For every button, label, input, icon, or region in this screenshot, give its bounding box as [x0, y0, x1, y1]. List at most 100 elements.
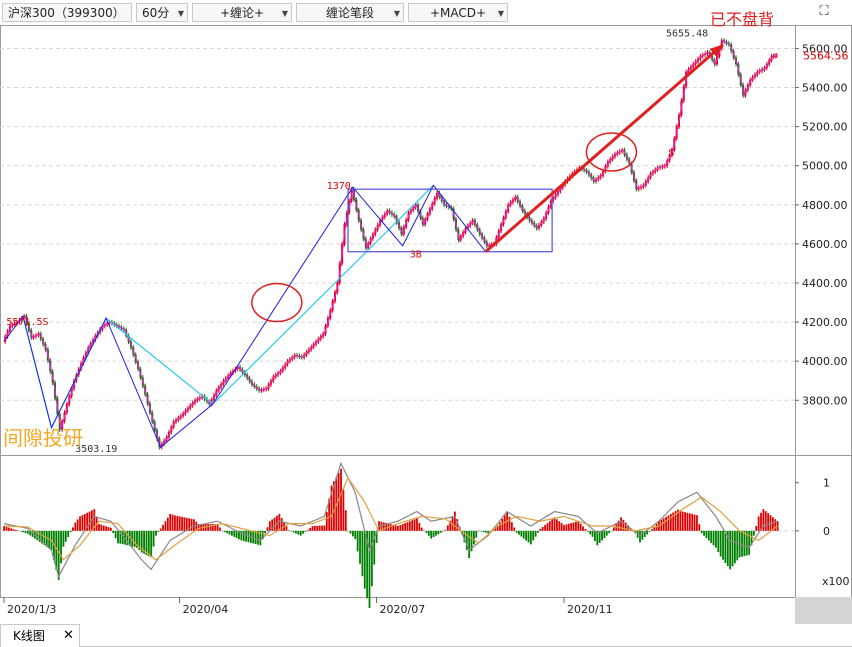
macd-histogram-bar [233, 530, 236, 537]
macd-histogram-bar [548, 521, 551, 531]
macd-histogram-bar [62, 530, 65, 547]
macd-histogram-bar [240, 530, 243, 541]
macd-histogram-bar [541, 526, 544, 531]
macd-histogram-bar [442, 530, 444, 532]
macd-histogram-bar [529, 530, 532, 545]
macd-histogram-bar [366, 530, 369, 599]
macd-histogram-bar [36, 530, 39, 541]
macd-histogram-bar [499, 522, 501, 531]
kline-chart[interactable]: 3800.00 4000.00 4200.00 4400.00 4600.00 4800.… [0, 0, 852, 624]
macd-histogram-bar [150, 530, 153, 558]
pivot-box [347, 188, 553, 253]
macd-histogram-bar [696, 515, 698, 531]
macd-histogram-bar [285, 526, 288, 531]
macd-histogram-bar [736, 530, 739, 561]
macd-histogram-bar [693, 514, 696, 531]
annotation-title: 已不盘背 [710, 10, 775, 29]
macd-histogram-bar [164, 521, 167, 531]
macd-histogram-bar [10, 528, 13, 531]
macd-histogram-bar [411, 520, 414, 531]
highlight-circle [585, 132, 638, 172]
price-tick-label: 5000.00 [802, 160, 848, 173]
macd-histogram-bar [207, 524, 210, 531]
macd-histogram-bar [672, 512, 675, 531]
macd-histogram-bar [468, 530, 471, 559]
macd-histogram-bar [98, 523, 100, 531]
segment-stroke [22, 184, 434, 430]
macd-histogram-bar [304, 530, 307, 532]
bi-segment-label: 缠论笔段 [325, 6, 374, 20]
macd-histogram-bar [67, 530, 70, 538]
chanlun-indicator-select[interactable]: +缠论+ ▼ [192, 3, 292, 22]
symbol-label: 沪深300（399300） [8, 6, 125, 20]
macd-histogram-bar [477, 530, 480, 532]
macd-histogram-bar [382, 522, 385, 531]
macd-histogram-bar [612, 527, 615, 531]
macd-histogram-bar [181, 516, 183, 531]
bi-stroke [3, 184, 487, 448]
chart-annotation-label: 3503.19 [75, 444, 117, 455]
bi-segment-indicator-select[interactable]: 缠论笔段 ▼ [296, 3, 404, 22]
macd-histogram-bar [610, 530, 613, 532]
macd-histogram-bar [325, 512, 328, 531]
macd-histogram-bar [126, 530, 129, 546]
tab-kline[interactable]: K线图 ✕ [0, 624, 80, 647]
close-icon[interactable]: ✕ [63, 628, 74, 643]
macd-histogram-bar [546, 523, 549, 531]
macd-histogram-bar [760, 512, 762, 531]
macd-histogram-bar [767, 513, 770, 531]
macd-histogram-bar [128, 530, 131, 546]
macd-histogram-bar [416, 518, 418, 531]
macd-histogram-bar [41, 530, 43, 544]
macd-histogram-bar [316, 525, 319, 531]
period-select[interactable]: 60分 ▼ [136, 3, 188, 22]
macd-histogram-bar [299, 530, 302, 536]
macd-histogram-bar [594, 530, 596, 542]
macd-histogram-bar [178, 516, 181, 531]
chart-annotation-label: 1370 [327, 181, 351, 192]
macd-histogram-bar [259, 530, 262, 546]
macd-histogram-bar [482, 530, 485, 533]
macd-histogram-bar [69, 530, 72, 533]
macd-histogram-bar [771, 517, 774, 531]
macd-histogram-bar [567, 523, 570, 531]
macd-histogram-bar [245, 530, 248, 542]
macd-histogram-bar [700, 530, 703, 534]
macd-histogram-bar [577, 521, 580, 531]
macd-histogram-bar [489, 530, 492, 532]
macd-histogram-bar [12, 529, 15, 531]
macd-histogram-bar [515, 530, 518, 533]
macd-histogram-bar [703, 530, 705, 536]
price-tick-label: 5400.00 [802, 82, 848, 95]
macd-histogram-bar [230, 530, 233, 536]
macd-histogram-bar [351, 530, 354, 537]
macd-histogram-bar [496, 526, 499, 531]
macd-histogram-bar [100, 524, 103, 531]
macd-histogram-bar [157, 530, 160, 533]
macd-histogram-bar [408, 521, 411, 531]
macd-histogram-bar [342, 489, 345, 531]
macd-histogram-bar [333, 481, 335, 531]
macd-histogram-bar [677, 509, 679, 531]
symbol-select[interactable]: 沪深300（399300） [2, 3, 132, 22]
macd-histogram-bar [527, 530, 530, 543]
macd-unit-label: x100 [822, 575, 850, 588]
macd-histogram-bar [551, 519, 554, 531]
macd-histogram-bar [140, 530, 143, 553]
macd-histogram-bar [121, 530, 124, 545]
macd-histogram-bar [133, 530, 136, 548]
macd-histogram-bar [287, 530, 290, 531]
macd-histogram-bar [617, 520, 620, 531]
macd-histogram-bar [475, 530, 478, 538]
macd-histogram-bar [347, 530, 350, 532]
macd-label: +MACD+ [429, 6, 487, 20]
macd-histogram-bar [60, 530, 62, 564]
macd-histogram-bar [660, 519, 663, 531]
macd-histogram-bar [480, 530, 482, 532]
macd-indicator-select[interactable]: +MACD+ ▼ [408, 3, 508, 22]
macd-histogram-bar [558, 521, 561, 531]
macd-histogram-bar [114, 530, 117, 539]
macd-histogram-bar [266, 527, 269, 531]
macd-histogram-bar [26, 530, 29, 534]
fullscreen-icon[interactable]: ⛶ [819, 4, 829, 19]
